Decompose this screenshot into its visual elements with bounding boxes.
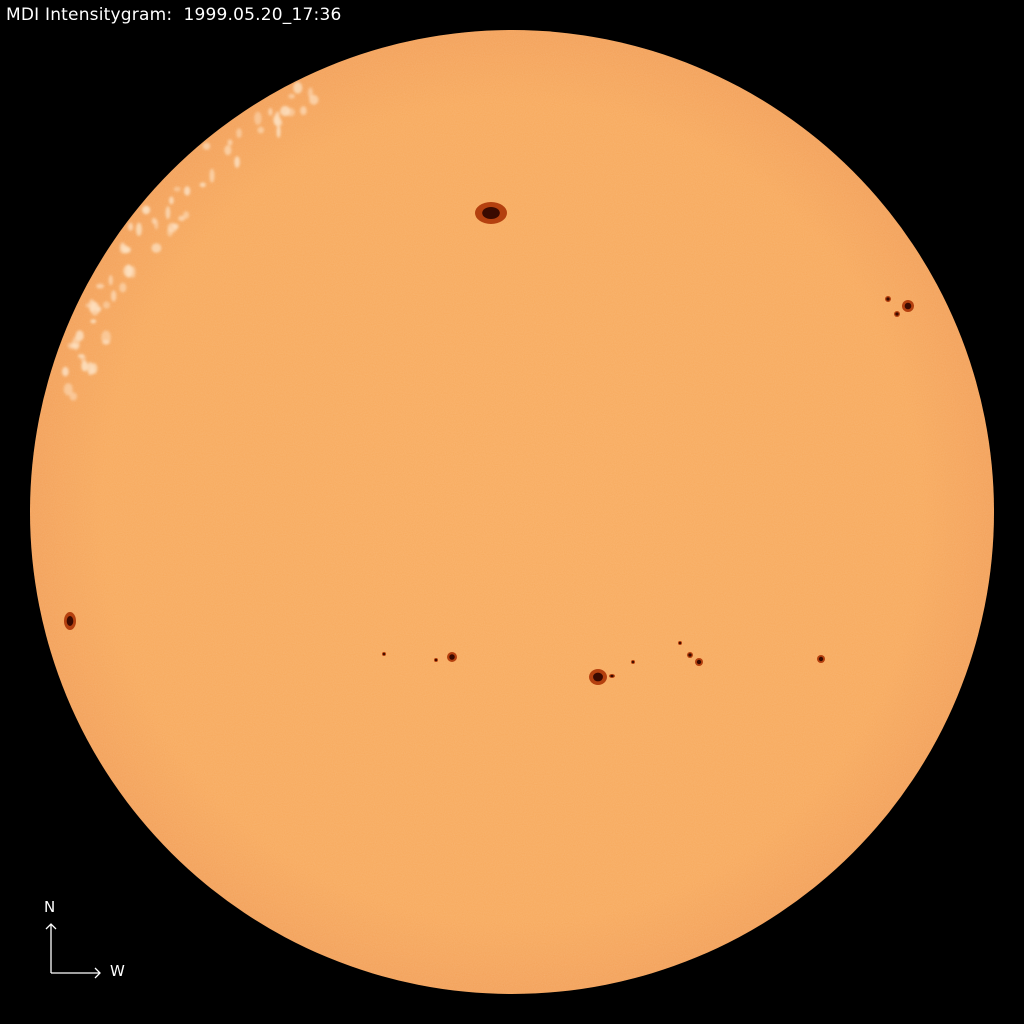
sunspots: [64, 202, 914, 685]
facula: [165, 206, 171, 220]
facula: [234, 156, 240, 168]
sunspot-umbra: [434, 658, 438, 662]
sunspot-umbra: [610, 674, 614, 678]
facula: [142, 205, 151, 215]
facula: [172, 223, 179, 230]
facula: [173, 186, 181, 192]
facula: [69, 392, 78, 401]
sunspot-umbra: [886, 297, 890, 301]
facula: [199, 182, 206, 188]
compass-north-label: N: [44, 898, 56, 916]
image-title: MDI Intensitygram: 1999.05.20_17:36: [6, 5, 342, 25]
facula: [81, 360, 88, 372]
sunspot-umbra: [482, 206, 500, 220]
facula: [268, 108, 273, 116]
sunspot-umbra: [449, 654, 455, 660]
sunspot-umbra: [66, 616, 74, 626]
facula: [183, 211, 190, 219]
facula: [120, 242, 126, 250]
facula: [224, 145, 232, 156]
facula: [135, 222, 142, 236]
facula: [119, 282, 127, 293]
facula: [178, 215, 186, 222]
facula: [102, 339, 110, 345]
sunspot-umbra: [688, 653, 692, 657]
facula: [96, 283, 105, 289]
facula: [300, 106, 307, 116]
facula: [277, 119, 283, 127]
facula: [102, 301, 110, 309]
facula: [169, 196, 174, 205]
facula: [254, 111, 262, 125]
facula: [108, 275, 113, 286]
facula: [227, 139, 233, 146]
facula: [288, 93, 295, 99]
faculae: [62, 82, 319, 401]
facula: [209, 168, 215, 183]
facula: [257, 126, 265, 134]
facula: [80, 354, 86, 363]
facula: [90, 302, 100, 316]
facula: [72, 336, 80, 351]
facula: [62, 366, 69, 377]
facula: [293, 82, 303, 94]
facula: [154, 219, 159, 230]
sunspot-umbra: [678, 641, 682, 645]
compass-icon: [45, 923, 101, 979]
facula: [123, 264, 134, 278]
sunspot-umbra: [631, 660, 635, 664]
facula: [308, 87, 313, 99]
sunspot-umbra: [818, 656, 824, 662]
facula: [184, 186, 191, 196]
facula: [167, 227, 173, 237]
facula: [110, 290, 117, 302]
sunspot-umbra: [904, 302, 912, 310]
facula: [285, 108, 295, 117]
facula: [202, 142, 211, 150]
facula: [151, 243, 162, 253]
facula: [236, 128, 242, 139]
facula: [63, 383, 73, 396]
facula: [90, 319, 97, 324]
facula: [127, 222, 134, 231]
facula: [275, 111, 280, 118]
sunspot-umbra: [593, 672, 603, 682]
facula: [276, 125, 281, 138]
sunspot-umbra: [382, 652, 386, 656]
sunspot-umbra: [696, 659, 702, 665]
facula: [87, 361, 94, 376]
compass-west-label: W: [110, 962, 125, 980]
granulation-texture: [30, 30, 994, 994]
sunspot-umbra: [895, 312, 899, 316]
